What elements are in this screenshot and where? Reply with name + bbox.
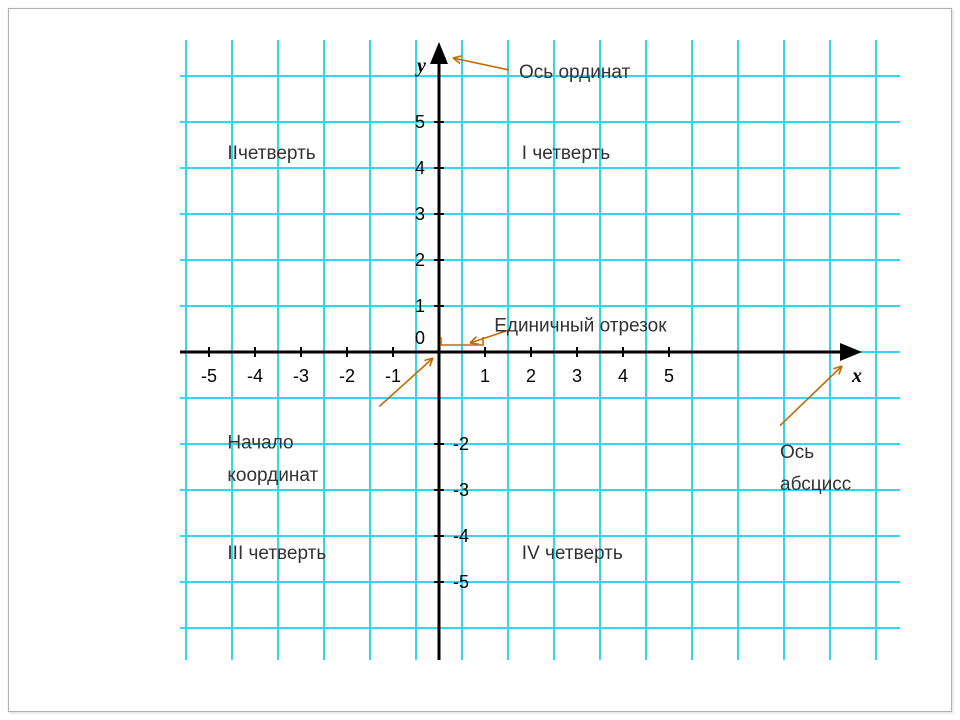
- svg-text:2: 2: [415, 250, 425, 270]
- svg-text:-5: -5: [201, 366, 217, 386]
- svg-text:координат: координат: [227, 465, 318, 486]
- svg-text:Единичный отрезок: Единичный отрезок: [494, 315, 667, 336]
- svg-text:III четверть: III четверть: [227, 543, 326, 564]
- coordinate-plane: y x -5 -4 -3 -2 -1 1 2 3 4 5 1 2 3 4 5 -2 -3 -4 -5 0 Ось ордин…: [180, 40, 900, 660]
- svg-text:-2: -2: [453, 434, 469, 454]
- svg-text:-3: -3: [293, 366, 309, 386]
- svg-text:-4: -4: [453, 526, 469, 546]
- svg-text:-2: -2: [339, 366, 355, 386]
- svg-text:I четверть: I четверть: [522, 143, 610, 164]
- svg-text:1: 1: [480, 366, 490, 386]
- svg-text:1: 1: [415, 296, 425, 316]
- svg-text:4: 4: [618, 366, 628, 386]
- svg-text:-3: -3: [453, 480, 469, 500]
- svg-text:5: 5: [664, 366, 674, 386]
- svg-text:IV четверть: IV четверть: [522, 543, 623, 564]
- svg-text:3: 3: [415, 204, 425, 224]
- svg-text:-5: -5: [453, 572, 469, 592]
- svg-text:x: x: [851, 365, 862, 387]
- svg-text:5: 5: [415, 112, 425, 132]
- svg-text:Ось ординат: Ось ординат: [519, 62, 630, 83]
- svg-text:y: y: [415, 55, 426, 77]
- svg-text:0: 0: [415, 328, 425, 348]
- svg-text:Начало: Начало: [227, 433, 293, 454]
- svg-text:2: 2: [526, 366, 536, 386]
- svg-text:-1: -1: [385, 366, 401, 386]
- svg-text:-4: -4: [247, 366, 263, 386]
- svg-text:3: 3: [572, 366, 582, 386]
- svg-text:4: 4: [415, 158, 425, 178]
- svg-text:Ось: Ось: [780, 442, 814, 463]
- coordinate-plane-svg: y x -5 -4 -3 -2 -1 1 2 3 4 5 1 2 3 4 5 -2 -3 -4 -5 0 Ось ордин…: [180, 40, 900, 660]
- svg-text:абсцисс: абсцисс: [780, 474, 851, 495]
- svg-text:IIчетверть: IIчетверть: [227, 143, 315, 164]
